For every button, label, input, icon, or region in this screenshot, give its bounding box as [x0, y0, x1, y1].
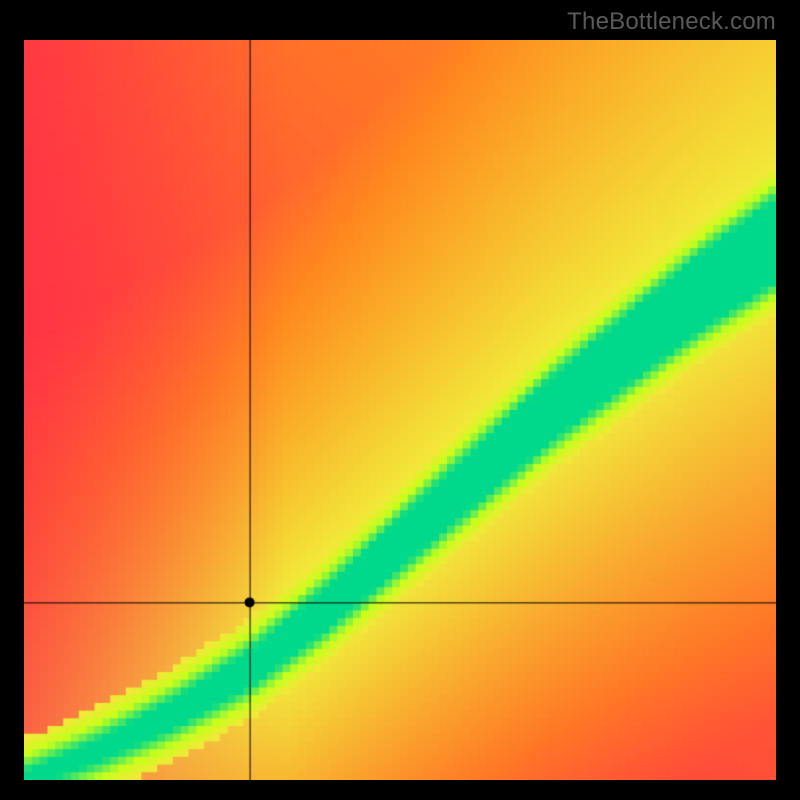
bottleneck-heatmap — [24, 40, 776, 780]
attribution-label: TheBottleneck.com — [567, 8, 776, 36]
chart-container: TheBottleneck.com — [0, 0, 800, 800]
